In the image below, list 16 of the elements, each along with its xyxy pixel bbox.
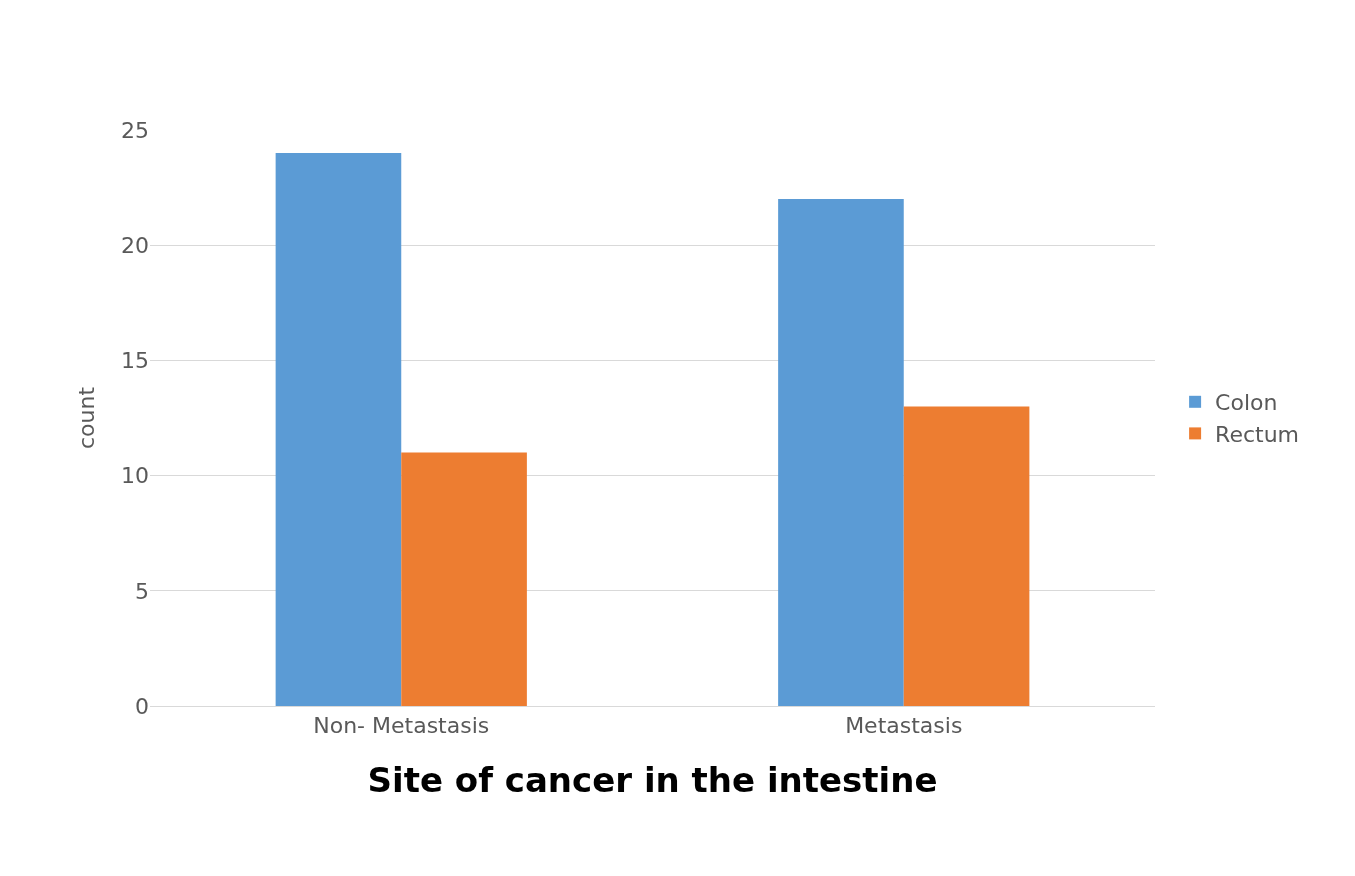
x-axis-title: Site of cancer in the intestine: [367, 759, 938, 800]
y-tick-label: 5: [135, 578, 149, 604]
y-axis-title: count: [73, 386, 99, 450]
bar: [401, 452, 527, 706]
x-tick-label: Metastasis: [845, 713, 963, 739]
x-tick-label: Non- Metastasis: [313, 713, 490, 739]
legend-label: Rectum: [1215, 421, 1300, 447]
y-tick-label: 20: [121, 232, 149, 258]
y-tick-label: 15: [121, 348, 149, 374]
y-tick-label: 10: [121, 463, 149, 489]
legend-label: Colon: [1215, 390, 1278, 416]
y-tick-label: 25: [121, 117, 149, 143]
bar: [903, 406, 1030, 706]
y-tick-label: 0: [135, 693, 149, 719]
bar: [275, 153, 402, 706]
bar: [778, 199, 904, 706]
